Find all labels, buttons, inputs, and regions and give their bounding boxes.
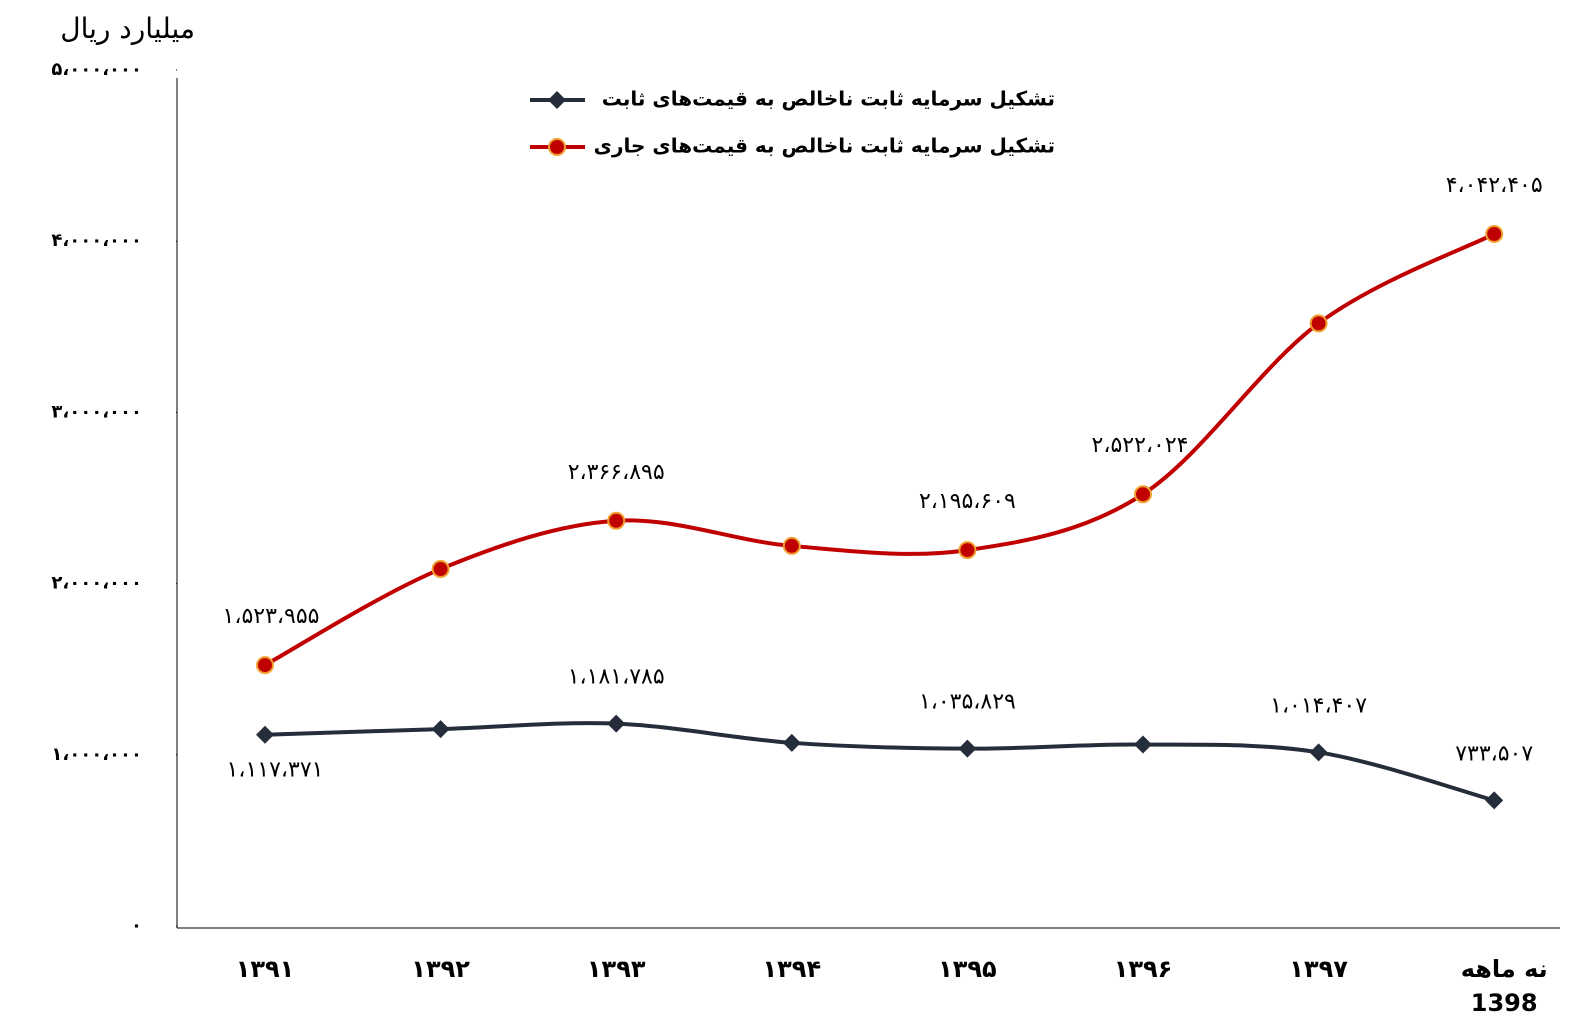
data-label: ۱،۰۳۵،۸۲۹	[919, 690, 1016, 715]
x-tick-label: نه ماهه 1398	[1460, 955, 1548, 1017]
data-label: ۲،۱۹۵،۶۰۹	[919, 489, 1016, 514]
legend-label: تشکیل سرمایه ثابت ناخالص به قیمت‌های جار…	[594, 134, 1055, 158]
legend-marker	[548, 91, 566, 109]
marker	[1309, 314, 1328, 333]
series-line	[264, 721, 1495, 803]
data-label: ۱،۱۸۱،۷۸۵	[568, 665, 665, 690]
data-label: ۲،۳۶۶،۸۹۵	[568, 460, 665, 485]
marker	[1134, 735, 1152, 754]
x-tick-label: ۱۳۹۵	[938, 955, 997, 983]
y-tick-label: ۵،۰۰۰،۰۰۰	[51, 59, 142, 80]
y-tick-label: ۲،۰۰۰،۰۰۰	[51, 573, 142, 594]
marker	[1134, 485, 1152, 504]
y-tick-label: ۰	[131, 915, 142, 936]
data-label: ۱،۱۱۷،۳۷۱	[227, 758, 324, 783]
legend-marker	[548, 138, 566, 156]
marker	[1485, 224, 1504, 243]
marker	[782, 733, 801, 752]
data-label: ۴،۰۴۲،۴۰۵	[1446, 173, 1543, 198]
data-label: ۱،۵۲۳،۹۵۵	[223, 604, 320, 629]
marker	[1485, 791, 1504, 810]
y-tick-label: ۱،۰۰۰،۰۰۰	[51, 744, 142, 765]
marker	[607, 714, 626, 733]
legend-label: تشکیل سرمایه ثابت ناخالص به قیمت‌های ثاب…	[602, 87, 1055, 111]
marker	[256, 725, 274, 744]
marker	[958, 541, 977, 560]
data-label: ۲،۵۲۲،۰۲۴	[1092, 433, 1189, 458]
x-tick-label: ۱۳۹۱	[235, 955, 295, 983]
marker	[958, 739, 977, 758]
data-label: ۱،۰۱۴،۴۰۷	[1270, 693, 1367, 718]
x-tick-label: ۱۳۹۲	[411, 955, 470, 983]
marker	[256, 656, 274, 675]
x-tick-label: ۱۳۹۶	[1113, 955, 1173, 983]
y-unit-label: میلیارد ریال	[60, 12, 195, 45]
x-tick-label: ۱۳۹۴	[762, 955, 822, 983]
y-tick-label: ۳،۰۰۰،۰۰۰	[51, 401, 142, 422]
marker	[431, 720, 450, 739]
marker	[607, 511, 626, 530]
marker	[431, 560, 450, 579]
series-line	[264, 232, 1496, 667]
marker	[782, 536, 801, 555]
x-tick-label: ۱۳۹۷	[1289, 955, 1348, 983]
marker	[1309, 743, 1328, 762]
data-label: ۷۳۳،۵۰۷	[1455, 741, 1533, 766]
y-tick-label: ۴،۰۰۰،۰۰۰	[51, 230, 142, 251]
x-tick-label: ۱۳۹۳	[586, 955, 646, 983]
